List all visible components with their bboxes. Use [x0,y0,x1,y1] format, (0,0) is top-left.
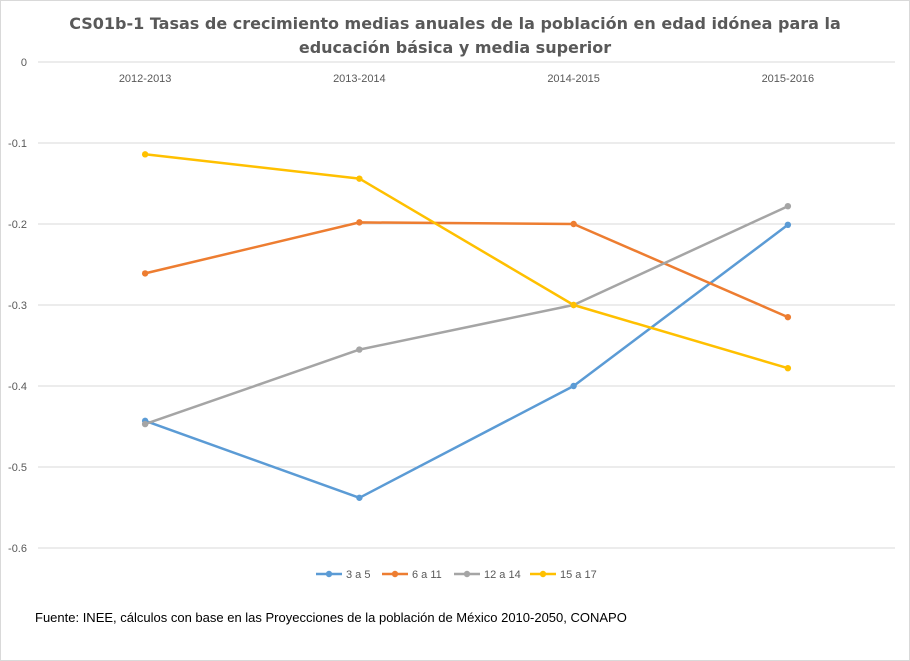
x-tick-label: 2012-2013 [119,73,172,85]
y-tick-label: -0.2 [8,219,27,231]
data-point [784,221,792,229]
series-lines [141,151,792,501]
y-tick-label: -0.4 [8,381,27,393]
legend-label: 12 a 14 [484,569,521,581]
legend-marker [391,570,399,578]
y-tick-label: 0 [21,57,27,69]
y-tick-label: -0.5 [8,462,27,474]
data-point [570,382,577,390]
data-point [356,219,363,226]
data-point [784,364,792,372]
data-point [141,420,149,428]
data-point [356,175,363,182]
data-point [356,346,363,353]
legend-marker [463,570,471,578]
data-point [784,202,792,210]
legend-label: 6 a 11 [412,569,442,581]
y-tick-label: -0.3 [8,300,27,312]
chart-title-line-1: CS01b-1 Tasas de crecimiento medias anua… [69,14,841,33]
data-point [570,220,577,228]
data-point [141,151,149,158]
legend-marker [325,570,333,578]
series-line [143,221,790,319]
series-line [143,153,790,370]
x-axis-ticks: 2012-2013 2013-2014 2014-2015 2015-2016 [119,73,814,85]
data-point [141,270,149,277]
data-point [356,494,363,501]
y-tick-label: -0.6 [8,543,27,555]
chart-title-line-2: educación básica y media superior [299,38,611,57]
gridlines [38,61,895,549]
x-tick-label: 2015-2016 [762,73,815,85]
legend-label: 15 a 17 [560,569,597,581]
data-point [570,301,577,309]
data-point [784,313,792,321]
legend-marker [539,570,547,578]
x-tick-label: 2013-2014 [333,73,386,85]
x-tick-label: 2014-2015 [547,73,600,85]
legend: 3 a 5 6 a 11 12 a 14 15 a 17 [316,569,597,581]
series-line [143,204,790,426]
y-axis-ticks: 0 -0.1 -0.2 -0.3 -0.4 -0.5 -0.6 [8,57,27,555]
series-line [143,223,790,500]
y-tick-label: -0.1 [8,138,27,150]
source-note: Fuente: INEE, cálculos con base en las P… [35,610,627,625]
legend-label: 3 a 5 [346,569,370,581]
